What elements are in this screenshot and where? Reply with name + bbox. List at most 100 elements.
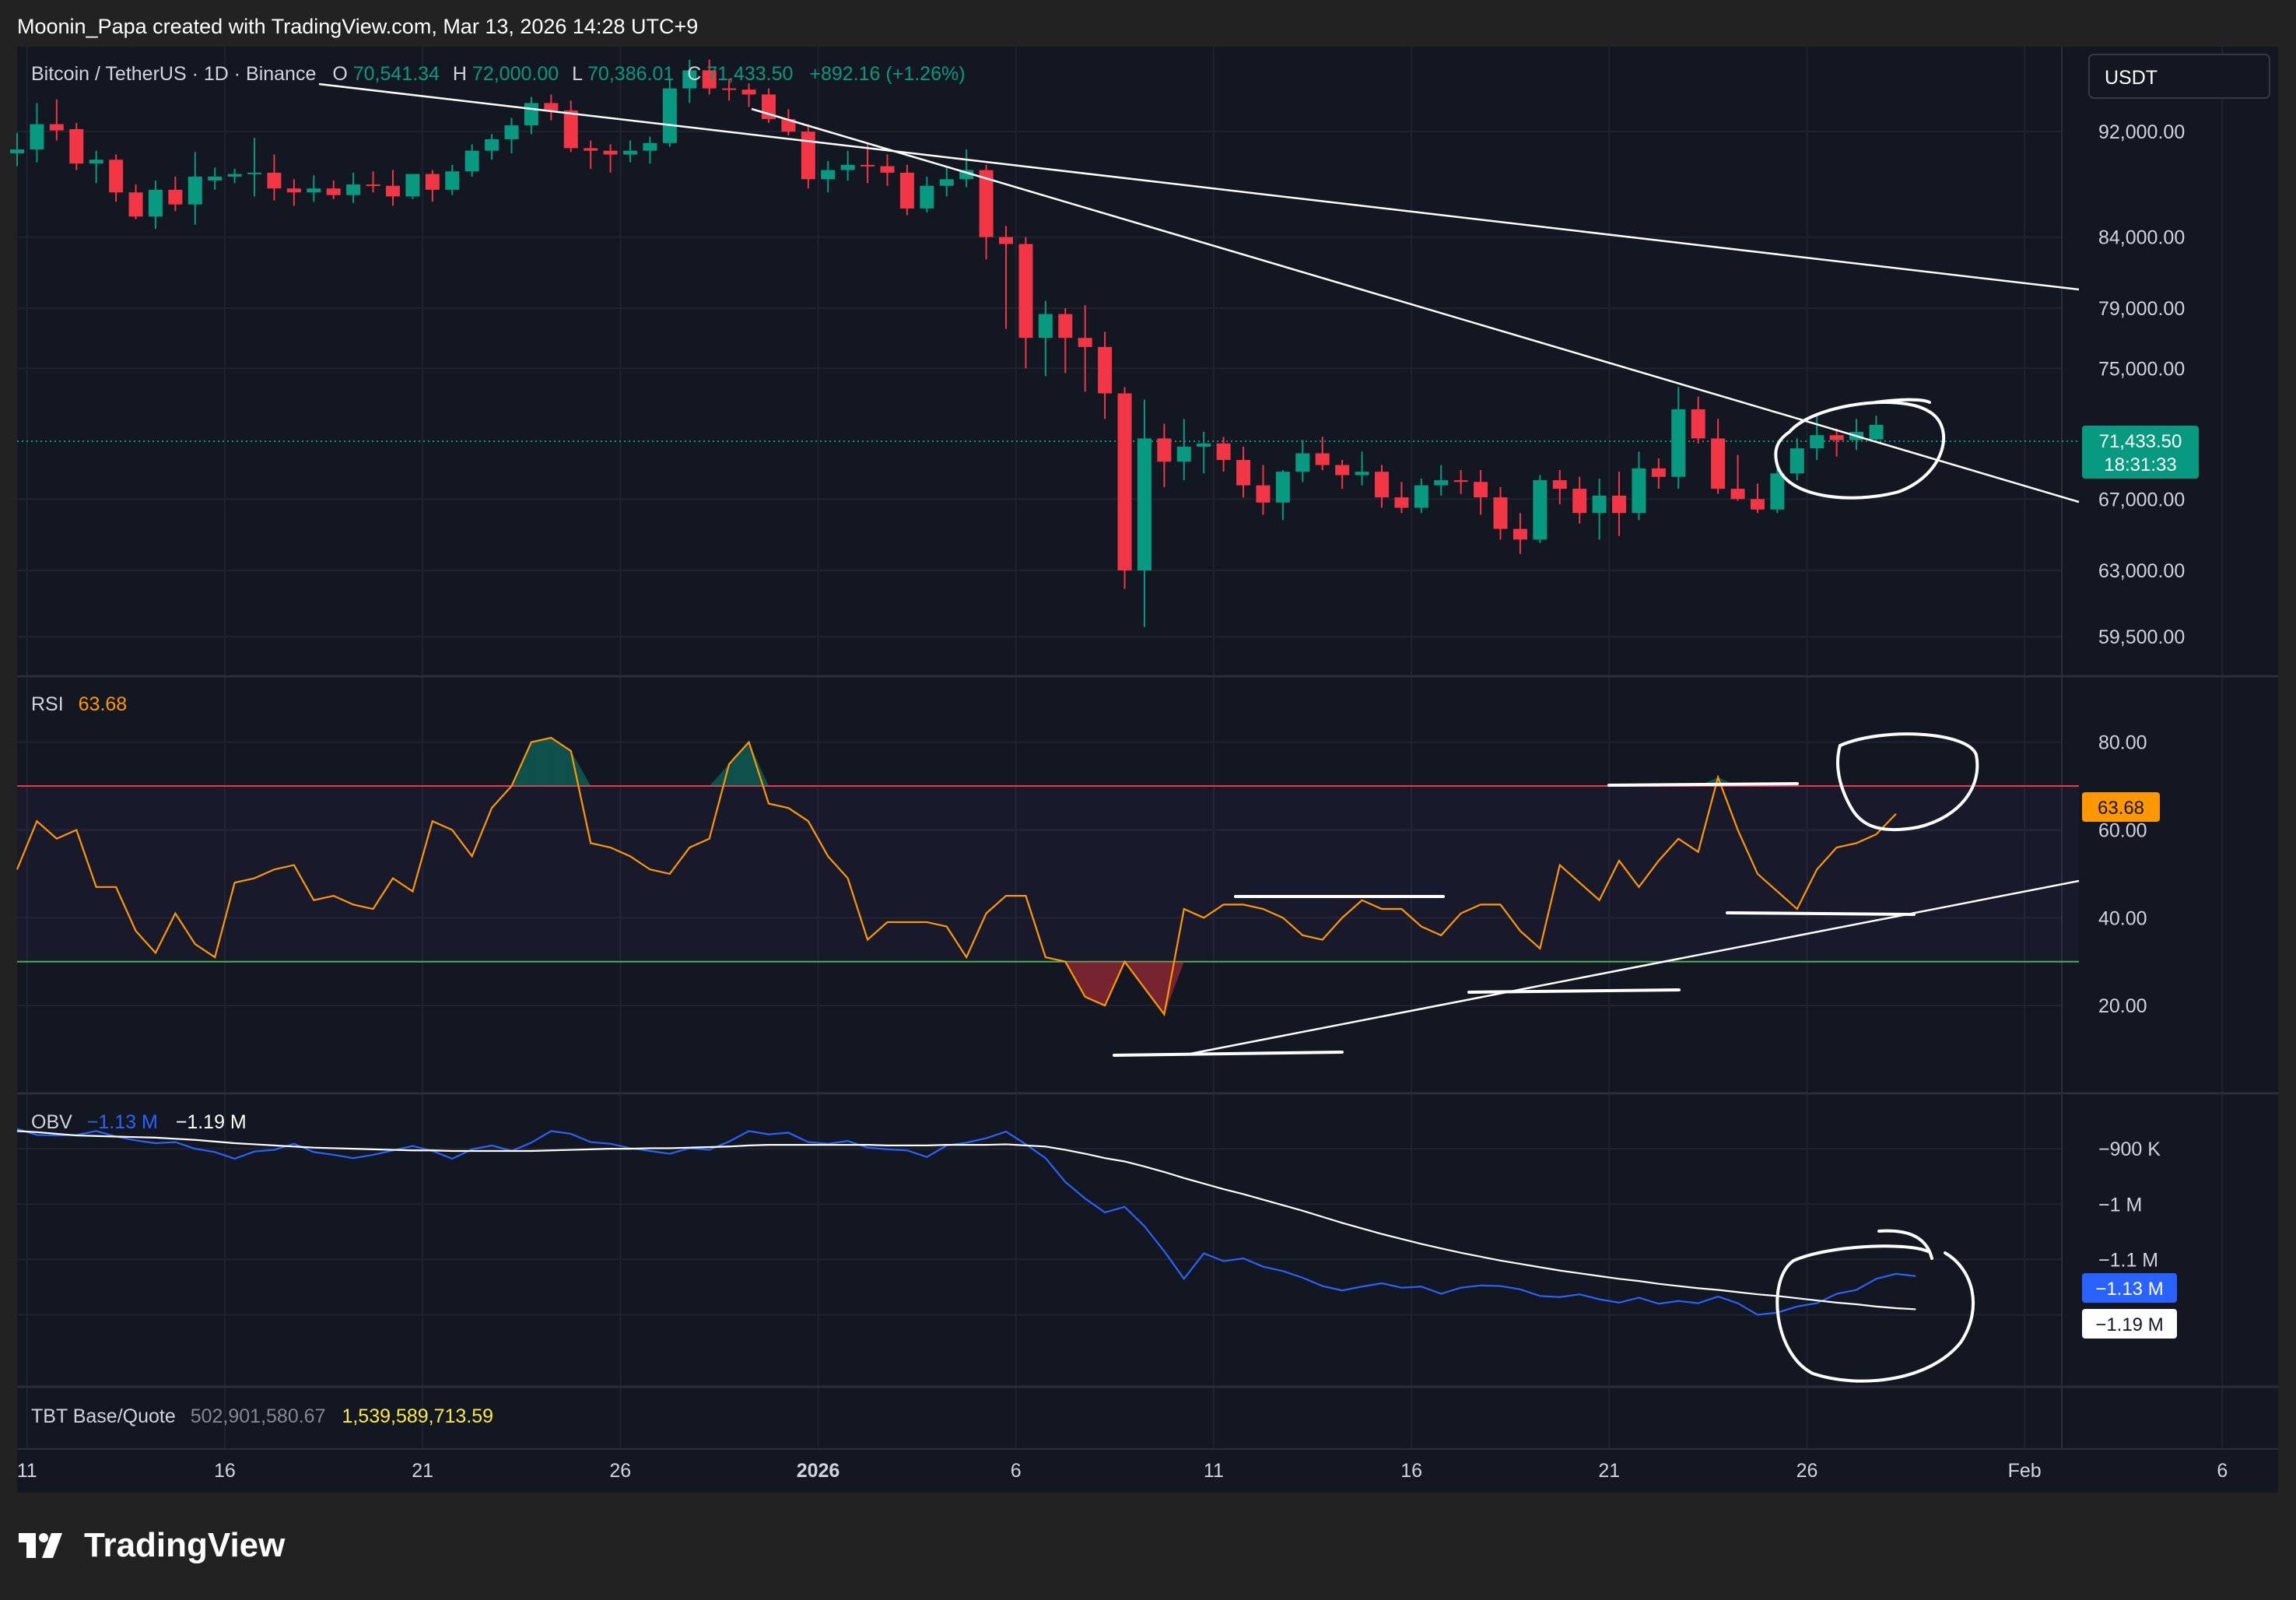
currency-button-box[interactable]: [2088, 54, 2270, 99]
candle-body: [30, 124, 44, 150]
candle-body: [1829, 435, 1844, 440]
open-label: O: [332, 63, 347, 85]
candle-body: [544, 103, 559, 111]
time-tick-label: 21: [412, 1460, 433, 1482]
tradingview-logo-icon: [19, 1533, 62, 1558]
candle-body: [880, 166, 895, 173]
currency-button-label[interactable]: USDT: [2105, 67, 2158, 89]
candle-body: [821, 170, 836, 180]
header-text: Moonin_Papa created with TradingView.com…: [17, 15, 698, 38]
tradingview-logo-text: TradingView: [84, 1526, 286, 1564]
candle-body: [1394, 497, 1409, 508]
obv-axis[interactable]: −900 K −1 M −1.1 M: [2098, 1139, 2161, 1271]
rsi-line: [16, 736, 1897, 1017]
candle-body: [1789, 448, 1804, 474]
candle-body: [899, 172, 914, 209]
candle-body: [1552, 480, 1567, 489]
candle-body: [1236, 460, 1251, 486]
rsi-badge-value: 63.68: [2098, 798, 2144, 819]
price-tick-label: 67,000.00: [2098, 489, 2185, 511]
hand-drawn-annotations: [1113, 398, 1979, 1383]
high-value: 72,000.00: [472, 63, 559, 85]
obv-value: −1.13 M: [87, 1111, 158, 1133]
candle-body: [1374, 472, 1389, 498]
rsi-axis[interactable]: 80.00 60.00 40.00 20.00: [2098, 732, 2147, 1018]
time-tick-label: 16: [214, 1460, 236, 1482]
candle-body: [49, 124, 64, 131]
obv-ma-badge-box: [2082, 1309, 2177, 1339]
candle-body: [1176, 446, 1191, 462]
candle-body: [920, 185, 934, 209]
obv-legend[interactable]: OBV −1.13 M −1.19 M: [31, 1111, 247, 1133]
annotation-line-rsi-base[interactable]: [1726, 911, 1916, 916]
candle-body: [425, 174, 440, 190]
annotation-line-rsi-low[interactable]: [1113, 1051, 1344, 1057]
price-tick-label: 84,000.00: [2098, 227, 2185, 249]
obv-ma-line: [16, 1130, 1916, 1311]
time-axis[interactable]: 111621262026611162126Feb6111621Mar611162…: [17, 1460, 2296, 1482]
rsi-trendline[interactable]: [1186, 879, 2080, 1056]
trendline-lower[interactable]: [751, 107, 2080, 504]
annotation-line-rsi-high[interactable]: [1607, 782, 1799, 787]
obv-tick-label: −1 M: [2098, 1194, 2142, 1216]
candle-body: [247, 172, 262, 174]
candle-body: [682, 70, 697, 89]
countdown-value: 18:31:33: [2104, 454, 2176, 475]
rsi-badge-box: [2082, 792, 2160, 822]
tbt-legend[interactable]: TBT Base/Quote 502,901,580.67 1,539,589,…: [31, 1405, 493, 1427]
candle-body: [1671, 409, 1686, 477]
obv-series: [16, 1128, 1916, 1316]
rsi-oversold-fill: [1144, 961, 1165, 1015]
candle-body: [1651, 468, 1666, 477]
candle-body: [346, 184, 361, 195]
candle-body: [1117, 393, 1132, 570]
candle-body: [603, 150, 618, 155]
candle-body: [1632, 468, 1646, 514]
candle-body: [286, 188, 301, 193]
price-tick-label: 79,000.00: [2098, 298, 2185, 320]
price-axis[interactable]: 92,000.00 84,000.00 79,000.00 75,000.00 67,0…: [2098, 121, 2185, 648]
rsi-tick-label: 80.00: [2098, 732, 2147, 754]
candle-body: [861, 164, 875, 167]
candle-body: [1335, 465, 1350, 475]
high-label: H: [453, 63, 467, 85]
annotation-line-rsi-support[interactable]: [1467, 988, 1681, 994]
rsi-legend[interactable]: RSI 63.68: [31, 693, 127, 715]
candle-body: [781, 119, 796, 132]
candle-body: [524, 103, 538, 126]
candle-body: [1018, 244, 1033, 339]
candle-body: [1810, 435, 1825, 449]
candle-body: [643, 142, 657, 151]
tbt-value2: 1,539,589,713.59: [342, 1405, 493, 1427]
trendline-upper[interactable]: [318, 82, 2080, 291]
rsi-tick-label: 20.00: [2098, 995, 2147, 1017]
price-tick-label: 75,000.00: [2098, 358, 2185, 380]
candle-body: [1197, 443, 1211, 447]
candle-body: [188, 176, 202, 205]
time-tick-label: 11: [1204, 1460, 1224, 1482]
candle-body: [840, 164, 855, 170]
candle-body: [445, 171, 460, 190]
obv-ma-badge-value: −1.19 M: [2095, 1314, 2163, 1335]
time-tick-label: 26: [1796, 1460, 1818, 1482]
candle-body: [1453, 480, 1468, 482]
tbt-value1: 502,901,580.67: [191, 1405, 326, 1427]
candle-body: [227, 174, 242, 177]
currency-button[interactable]: USDT: [2088, 54, 2270, 99]
tradingview-logo[interactable]: TradingView: [19, 1526, 286, 1564]
candle-body: [999, 237, 1013, 244]
annotation-circle-rsi[interactable]: [1836, 732, 1979, 832]
symbol-legend[interactable]: Bitcoin / TetherUS · 1D · Binance O 70,5…: [31, 63, 966, 85]
tbt-label: TBT Base/Quote: [31, 1405, 176, 1427]
candle-body: [504, 125, 519, 139]
close-value: 71,433.50: [706, 63, 793, 85]
candle-body: [89, 160, 103, 164]
candle-body: [1869, 424, 1884, 440]
candle-body: [10, 149, 24, 153]
candle-body: [1493, 497, 1508, 529]
candle-body: [1355, 472, 1369, 475]
annotation-circle-price[interactable]: [1774, 401, 1946, 500]
candlestick-series: [10, 59, 1884, 627]
annotation-circle-obv[interactable]: [1775, 1229, 1975, 1383]
candle-body: [109, 160, 124, 193]
